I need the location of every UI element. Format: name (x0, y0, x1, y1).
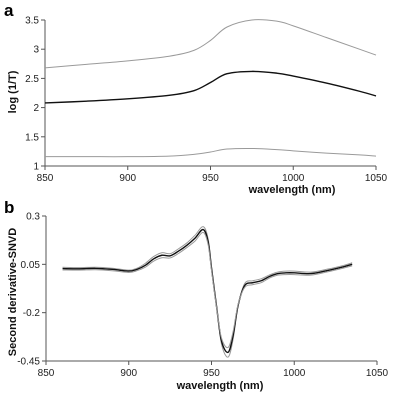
x-tick-label: 1000 (283, 368, 306, 379)
series-line-3 (45, 147, 377, 158)
y-tick-label: 1.5 (25, 132, 39, 143)
x-tick-label: 1050 (365, 173, 388, 184)
panel-b-series (62, 226, 353, 358)
series-line-1 (44, 19, 377, 69)
y-tick-label: -0.45 (17, 357, 40, 368)
x-tick-label: 850 (38, 368, 55, 379)
panel-a-series (44, 19, 377, 158)
panel-b-label: b (4, 198, 14, 217)
series-line-1 (62, 226, 353, 358)
y-tick-label: 0.3 (26, 212, 40, 223)
panel-a: a log (1/T) wavelength (nm) 1 1.5 2 2.5 3 3.5… (4, 1, 388, 196)
y-tick-label: 0.05 (21, 260, 41, 271)
y-tick-label: 2.5 (25, 74, 39, 85)
series-line-2 (62, 228, 353, 354)
panel-a-x-axis-label: wavelength (nm) (248, 184, 336, 196)
panel-b-x-ticks: 850 900 950 1000 1050 (38, 361, 389, 379)
y-tick-label: 1 (33, 162, 39, 173)
panel-b-y-axis-label: Second derivative-SNVD (7, 228, 19, 356)
x-tick-label: 900 (119, 173, 136, 184)
series-line-2 (44, 70, 377, 104)
y-tick-label: 3 (33, 45, 39, 56)
panel-a-y-axis-label: log (1/T) (7, 70, 19, 113)
y-tick-label: 3.5 (25, 16, 39, 27)
y-tick-label: -0.2 (23, 308, 41, 319)
x-tick-label: 1050 (366, 368, 389, 379)
panel-b: b Second derivative-SNVD wavelength (nm)… (4, 198, 389, 392)
x-tick-label: 950 (203, 368, 220, 379)
panel-a-x-ticks: 850 900 950 1000 1050 (37, 166, 388, 184)
series-line-3 (62, 231, 353, 349)
x-tick-label: 950 (202, 173, 219, 184)
y-tick-label: 2 (33, 103, 39, 114)
x-tick-label: 1000 (282, 173, 305, 184)
panel-a-y-ticks: 1 1.5 2 2.5 3 3.5 (25, 16, 45, 173)
panel-b-y-ticks: 0.3 0.05 -0.2 -0.45 (17, 212, 46, 368)
panel-b-x-axis-label: wavelength (nm) (176, 380, 264, 392)
panel-a-label: a (4, 1, 14, 20)
x-tick-label: 850 (37, 173, 54, 184)
x-tick-label: 900 (120, 368, 137, 379)
